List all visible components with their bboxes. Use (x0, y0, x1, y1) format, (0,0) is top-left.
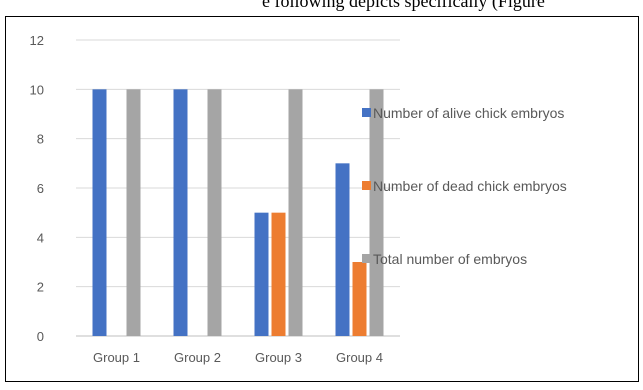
legend-label: Number of alive chick embryos (373, 105, 564, 121)
bar-group-3-series-1 (254, 212, 269, 336)
x-axis-ticks: Group 1 Group 2 Group 3 Group 4 (93, 350, 383, 365)
y-tick-label: 12 (30, 33, 44, 48)
legend-swatch (362, 181, 371, 190)
x-tick-label: Group 3 (255, 350, 302, 365)
y-tick-label: 8 (37, 132, 44, 147)
chart-frame (5, 16, 639, 382)
y-tick-label: 4 (37, 230, 44, 245)
y-tick-label: 2 (37, 280, 44, 295)
y-tick-label: 10 (30, 82, 44, 97)
bar-group-1-series-3 (126, 89, 141, 336)
gridlines (76, 39, 400, 337)
x-tick-label: Group 4 (336, 350, 383, 365)
bar-group-1-series-1 (92, 89, 107, 336)
clipped-caption-text: e following depicts specifically (Figure (262, 0, 545, 11)
bar-group-4-series-3 (369, 89, 384, 336)
legend: Number of alive chick embryos Number of d… (362, 105, 567, 267)
bar-group-3-series-3 (288, 89, 303, 336)
bar-group-4-series-1 (335, 163, 350, 336)
legend-label: Total number of embryos (373, 251, 527, 267)
x-tick-label: Group 1 (93, 350, 140, 365)
bar-group-3-series-2 (271, 212, 286, 336)
bar-group-2-series-3 (207, 89, 222, 336)
bars (92, 89, 384, 336)
bar-group-4-series-2 (352, 262, 367, 336)
legend-swatch (362, 254, 371, 263)
legend-swatch (362, 108, 371, 117)
legend-label: Number of dead chick embryos (373, 178, 567, 194)
bar-group-2-series-1 (173, 89, 188, 336)
y-axis-ticks: 0 2 4 6 8 10 12 (30, 33, 44, 344)
x-tick-label: Group 2 (174, 350, 221, 365)
y-tick-label: 6 (37, 181, 44, 196)
y-tick-label: 0 (37, 329, 44, 344)
